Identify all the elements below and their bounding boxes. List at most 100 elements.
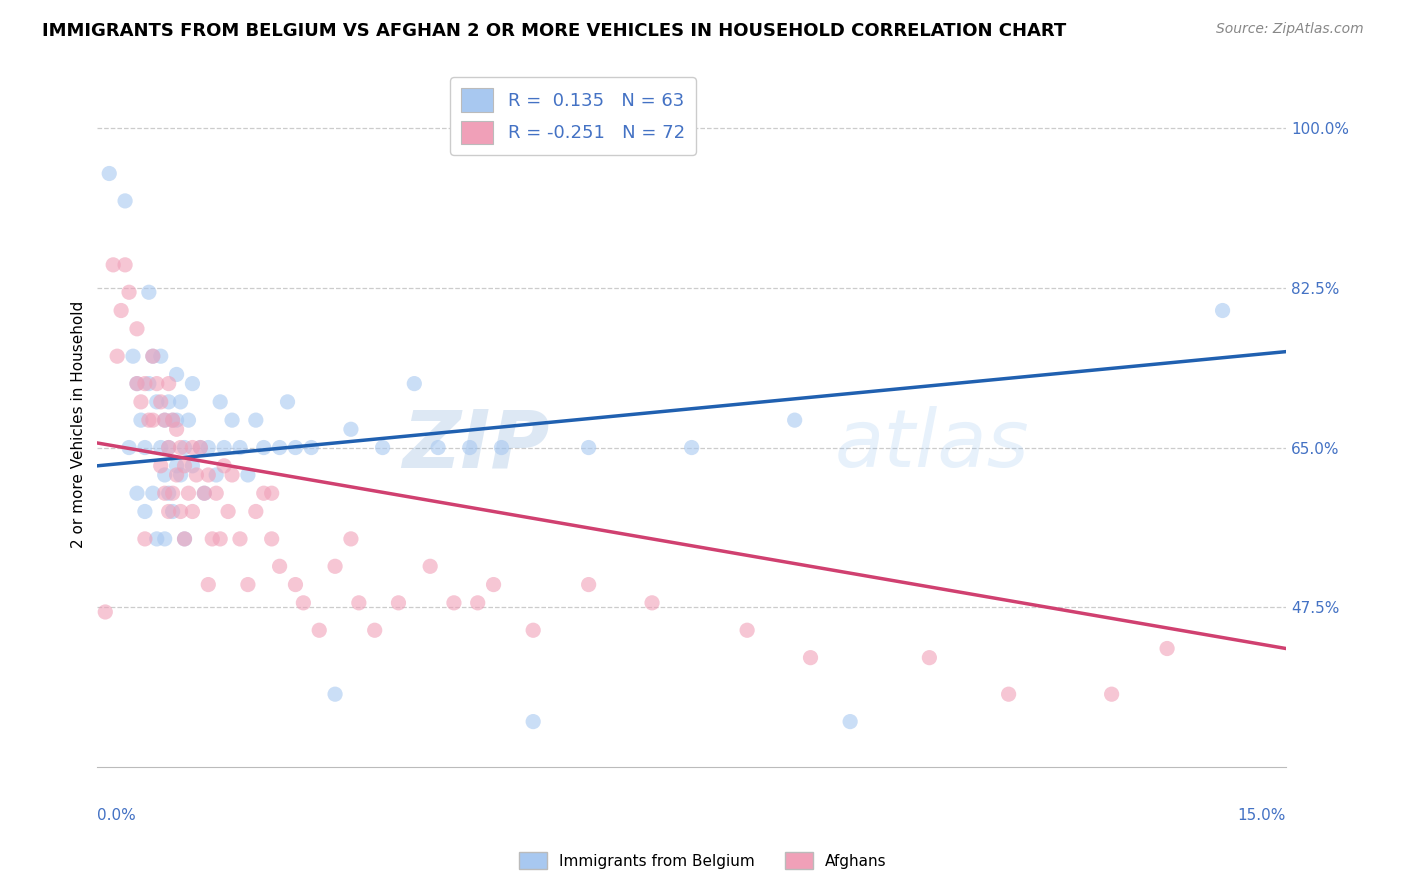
Point	[193, 486, 215, 500]
Point	[371, 441, 394, 455]
Point	[467, 596, 489, 610]
Point	[157, 441, 180, 455]
Point	[162, 413, 184, 427]
Point	[277, 395, 299, 409]
Point	[153, 532, 176, 546]
Point	[173, 441, 195, 455]
Legend: Immigrants from Belgium, Afghans: Immigrants from Belgium, Afghans	[513, 846, 893, 875]
Point	[209, 532, 232, 546]
Point	[177, 486, 200, 500]
Point	[153, 486, 176, 500]
Point	[229, 441, 252, 455]
Point	[253, 486, 276, 500]
Point	[177, 413, 200, 427]
Point	[94, 605, 117, 619]
Point	[138, 413, 160, 427]
Point	[173, 532, 195, 546]
Point	[323, 687, 346, 701]
Point	[166, 422, 188, 436]
Point	[110, 303, 132, 318]
Point	[134, 504, 156, 518]
Point	[173, 532, 195, 546]
Point	[162, 413, 184, 427]
Point	[157, 441, 180, 455]
Point	[166, 458, 188, 473]
Point	[236, 577, 259, 591]
Text: ZIP: ZIP	[402, 406, 548, 484]
Point	[212, 458, 235, 473]
Point	[269, 559, 291, 574]
Point	[209, 395, 232, 409]
Point	[284, 577, 307, 591]
Point	[181, 458, 204, 473]
Text: 0.0%: 0.0%	[97, 808, 136, 823]
Point	[292, 596, 315, 610]
Text: atlas: atlas	[834, 406, 1029, 484]
Point	[522, 624, 544, 638]
Point	[157, 376, 180, 391]
Point	[169, 504, 191, 518]
Point	[190, 441, 212, 455]
Point	[1156, 641, 1178, 656]
Point	[205, 467, 228, 482]
Point	[221, 413, 243, 427]
Point	[129, 413, 152, 427]
Point	[98, 167, 121, 181]
Point	[197, 467, 219, 482]
Point	[125, 376, 148, 391]
Point	[1101, 687, 1123, 701]
Point	[997, 687, 1019, 701]
Point	[169, 467, 191, 482]
Point	[153, 413, 176, 427]
Point	[236, 467, 259, 482]
Point	[114, 194, 136, 208]
Point	[221, 467, 243, 482]
Point	[839, 714, 862, 729]
Point	[443, 596, 465, 610]
Point	[783, 413, 806, 427]
Point	[918, 650, 941, 665]
Point	[260, 486, 283, 500]
Point	[138, 376, 160, 391]
Point	[253, 441, 276, 455]
Point	[118, 441, 141, 455]
Point	[114, 258, 136, 272]
Text: 15.0%: 15.0%	[1237, 808, 1286, 823]
Point	[169, 441, 191, 455]
Point	[157, 486, 180, 500]
Point	[146, 376, 169, 391]
Point	[245, 504, 267, 518]
Point	[173, 458, 195, 473]
Point	[190, 441, 212, 455]
Point	[157, 395, 180, 409]
Point	[340, 422, 363, 436]
Point	[363, 624, 385, 638]
Point	[166, 467, 188, 482]
Text: IMMIGRANTS FROM BELGIUM VS AFGHAN 2 OR MORE VEHICLES IN HOUSEHOLD CORRELATION CH: IMMIGRANTS FROM BELGIUM VS AFGHAN 2 OR M…	[42, 22, 1066, 40]
Point	[641, 596, 664, 610]
Point	[245, 413, 267, 427]
Point	[134, 376, 156, 391]
Point	[201, 532, 224, 546]
Y-axis label: 2 or more Vehicles in Household: 2 or more Vehicles in Household	[72, 301, 86, 549]
Point	[142, 349, 165, 363]
Point	[134, 532, 156, 546]
Point	[578, 577, 600, 591]
Point	[149, 458, 172, 473]
Point	[162, 486, 184, 500]
Point	[166, 413, 188, 427]
Point	[134, 441, 156, 455]
Point	[229, 532, 252, 546]
Point	[419, 559, 441, 574]
Point	[153, 467, 176, 482]
Point	[482, 577, 505, 591]
Point	[340, 532, 363, 546]
Point	[193, 486, 215, 500]
Point	[181, 504, 204, 518]
Point	[142, 486, 165, 500]
Point	[125, 376, 148, 391]
Point	[146, 395, 169, 409]
Point	[522, 714, 544, 729]
Point	[284, 441, 307, 455]
Point	[169, 395, 191, 409]
